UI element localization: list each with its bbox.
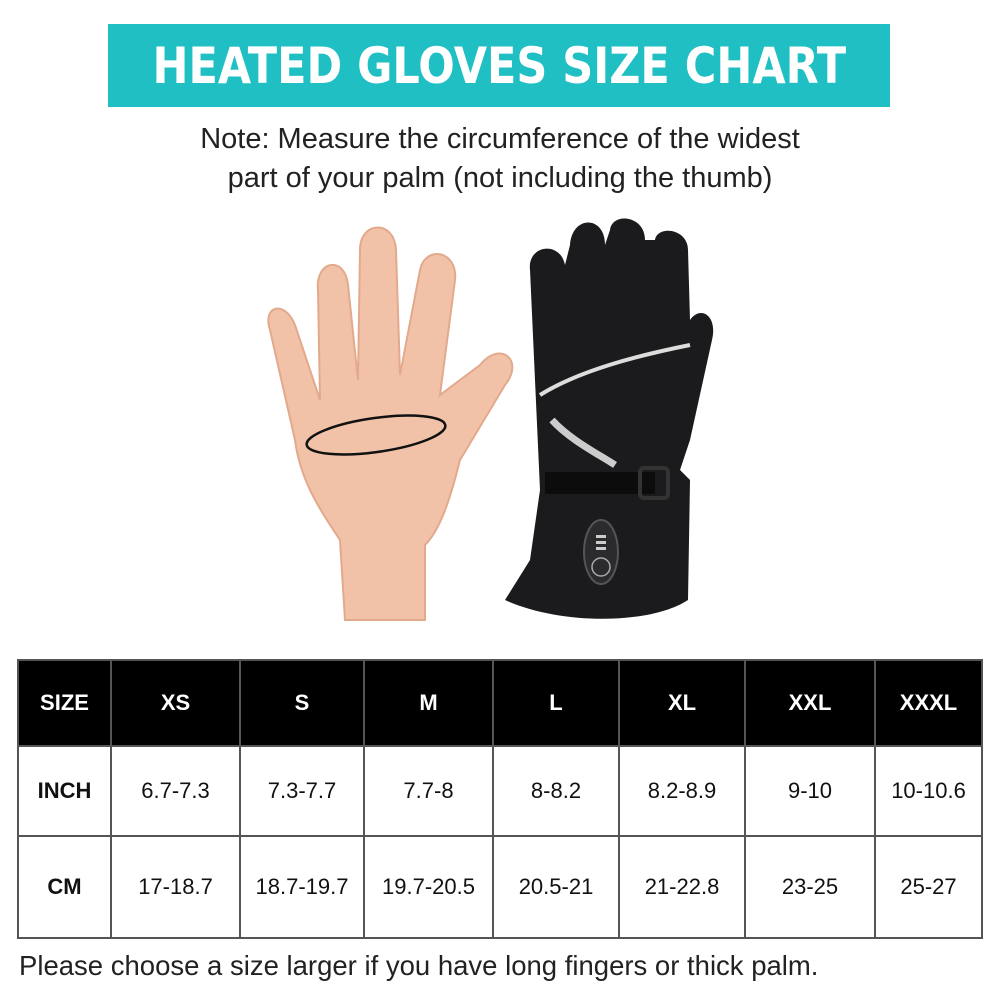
note-line-2: part of your palm (not including the thu… (227, 162, 773, 194)
table-cell: 17-18.7 (110, 835, 241, 939)
illustration (267, 218, 714, 621)
title-banner: HEATED GLOVES SIZE CHART (108, 24, 890, 107)
footer-note: Please choose a size larger if you have … (19, 950, 819, 981)
table-cell: 9-10 (744, 745, 876, 837)
table-row: CM 17-18.7 18.7-19.7 19.7-20.5 20.5-21 2… (17, 835, 983, 939)
table-cell: 20.5-21 (492, 835, 620, 939)
header-cell: L (492, 659, 620, 747)
table-row: INCH 6.7-7.3 7.3-7.7 7.7-8 8-8.2 8.2-8.9… (17, 745, 983, 837)
header-cell: M (363, 659, 494, 747)
measurement-note: Note: Measure the circumference of the w… (0, 120, 1000, 198)
header-cell: XXXL (874, 659, 983, 747)
heat-control-button (583, 519, 619, 585)
glove-image (505, 218, 714, 619)
header-cell: XXL (744, 659, 876, 747)
row-label: CM (17, 835, 112, 939)
table-cell: 21-22.8 (618, 835, 746, 939)
note-line-1: Note: Measure the circumference of the w… (200, 123, 800, 155)
header-cell: S (239, 659, 365, 747)
row-label: INCH (17, 745, 112, 837)
header-cell: SIZE (17, 659, 112, 747)
table-cell: 23-25 (744, 835, 876, 939)
table-cell: 7.3-7.7 (239, 745, 365, 837)
table-cell: 25-27 (874, 835, 983, 939)
page-title: HEATED GLOVES SIZE CHART (152, 36, 846, 95)
header-cell: XL (618, 659, 746, 747)
table-header-row: SIZE XS S M L XL XXL XXXL (17, 659, 983, 747)
header-cell: XS (110, 659, 241, 747)
table-cell: 8-8.2 (492, 745, 620, 837)
palm-measurement-loop (305, 414, 447, 456)
hand-image (267, 226, 514, 621)
table-cell: 18.7-19.7 (239, 835, 365, 939)
table-cell: 10-10.6 (874, 745, 983, 837)
table-cell: 8.2-8.9 (618, 745, 746, 837)
size-table: SIZE XS S M L XL XXL XXXL INCH 6.7-7.3 7… (17, 659, 983, 939)
table-cell: 6.7-7.3 (110, 745, 241, 837)
table-cell: 19.7-20.5 (363, 835, 494, 939)
table-cell: 7.7-8 (363, 745, 494, 837)
